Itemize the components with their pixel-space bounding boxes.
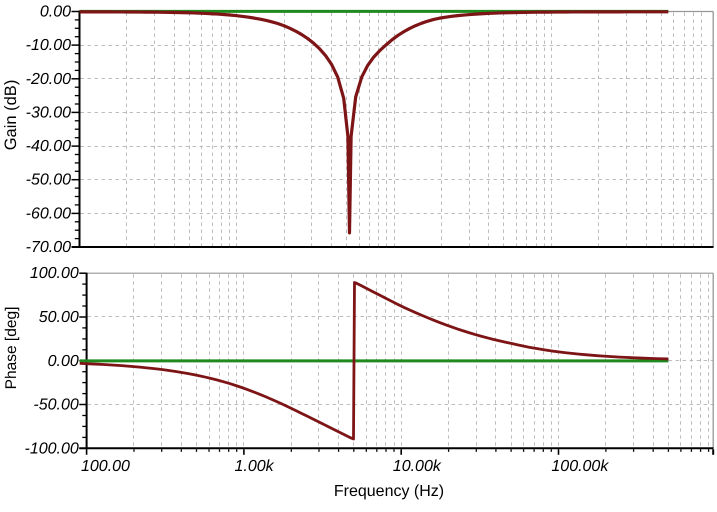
- svg-text:0.00: 0.00: [40, 4, 71, 21]
- svg-text:10.00k: 10.00k: [393, 458, 442, 475]
- svg-text:-50.00: -50.00: [26, 172, 71, 189]
- svg-text:Phase [deg]: Phase [deg]: [3, 307, 20, 390]
- svg-text:-40.00: -40.00: [26, 138, 71, 155]
- svg-text:100.00k: 100.00k: [551, 458, 609, 475]
- svg-text:50.00: 50.00: [39, 309, 79, 326]
- svg-text:Gain (dB): Gain (dB): [2, 80, 20, 151]
- svg-text:-20.00: -20.00: [26, 71, 71, 88]
- svg-text:1.00k: 1.00k: [235, 458, 275, 475]
- svg-text:-70.00: -70.00: [26, 239, 71, 256]
- svg-text:100.00: 100.00: [30, 265, 79, 282]
- svg-text:-100.00: -100.00: [25, 440, 79, 457]
- svg-text:-30.00: -30.00: [26, 104, 71, 121]
- svg-text:-60.00: -60.00: [26, 205, 71, 222]
- svg-text:Frequency (Hz): Frequency (Hz): [334, 483, 444, 500]
- svg-text:-10.00: -10.00: [26, 37, 71, 54]
- svg-text:0.00: 0.00: [48, 353, 79, 370]
- svg-text:100.00: 100.00: [81, 458, 130, 475]
- svg-text:-50.00: -50.00: [33, 397, 78, 414]
